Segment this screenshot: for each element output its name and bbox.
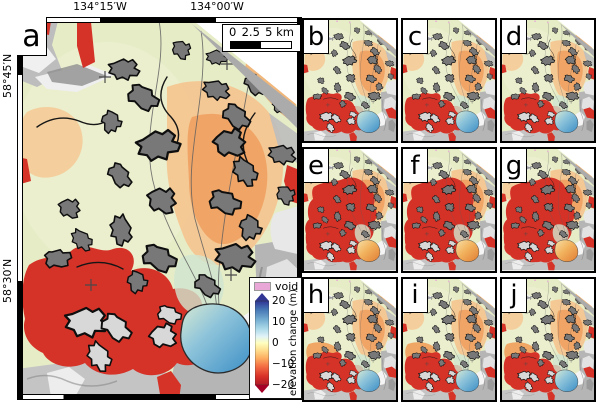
panel-e-map: e (302, 147, 398, 273)
latitude-label: 58°45′N (1, 53, 14, 99)
panel-h-map: h (302, 276, 398, 402)
panel-c-map: c (401, 18, 497, 144)
panel-label: a (17, 17, 47, 56)
panel-label: i (403, 278, 428, 313)
longitude-label: 134°15′W (73, 0, 127, 13)
colorbar-legend: void 20 10 0 −10 −20 elevation change (m… (249, 277, 302, 399)
scalebar-tick: 2.5 (241, 25, 260, 39)
panel-label: f (403, 149, 428, 184)
scalebar-bar (230, 41, 292, 49)
panel-label: d (502, 20, 527, 54)
panel-label: h (304, 278, 329, 313)
colorbar-title: elevation change (m) (288, 289, 299, 396)
colorbar-tick: 20 (272, 295, 286, 307)
panel-j-map: j (500, 276, 596, 402)
map-border-right (297, 17, 302, 400)
void-label: void (275, 280, 299, 293)
panel-f-map: f (401, 147, 497, 273)
colorbar-tick: 0 (272, 337, 279, 349)
panel-grid: b c d e f g h i (302, 18, 596, 402)
panel-g-map: g (500, 147, 596, 273)
colorbar-tick: −20 (272, 379, 295, 391)
panel-label: b (304, 20, 329, 54)
map-border-left (17, 17, 23, 400)
scalebar-tick: 5 km (265, 25, 294, 39)
panel-b-map: b (302, 18, 398, 144)
panel-label: c (403, 20, 428, 54)
scalebar-tick: 0 (229, 25, 237, 39)
latitude-label: 58°30′N (1, 258, 14, 304)
colorbar-tick: −10 (272, 358, 295, 370)
longitude-label: 134°00′W (190, 0, 244, 13)
map-border-top (17, 17, 302, 23)
panel-d-map: d (500, 18, 596, 144)
scale-bar: 0 2.5 5 km (222, 24, 301, 52)
panel-label: j (502, 278, 527, 313)
panel-label: e (304, 149, 329, 184)
panel-i-map: i (401, 276, 497, 402)
colorbar-tick: 10 (272, 316, 286, 328)
colorbar (255, 293, 269, 393)
void-swatch (254, 282, 271, 291)
panel-a-map: a 0 2.5 5 km void 20 10 0 −10 −20 (17, 17, 302, 400)
panel-label: g (502, 149, 527, 184)
